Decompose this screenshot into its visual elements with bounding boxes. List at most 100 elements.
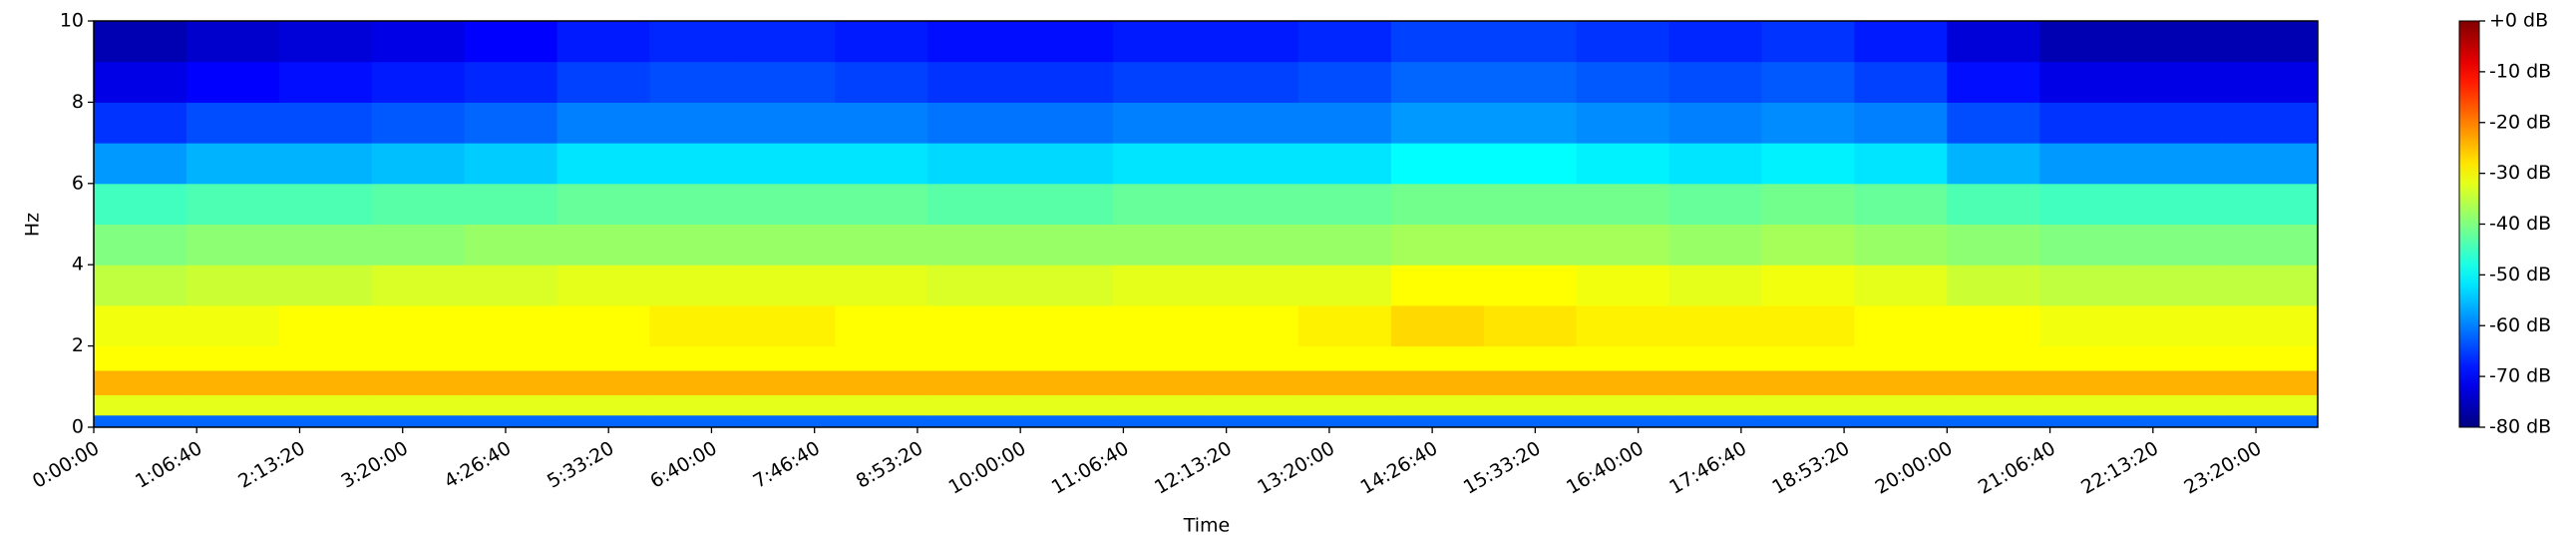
spectrogram-cell [464, 102, 558, 144]
spectrogram-cell [1854, 265, 1948, 306]
spectrogram-cell [2039, 345, 2133, 371]
spectrogram-cell [2132, 414, 2226, 428]
colorbar-tick-label: -30 dB [2489, 162, 2551, 184]
spectrogram-cell [835, 143, 928, 185]
spectrogram-cell [2225, 265, 2319, 306]
spectrogram-cell [556, 102, 650, 144]
y-tick-label: 6 [72, 172, 84, 194]
x-tick-label: 7:46:40 [749, 437, 823, 493]
spectrogram-cell [2039, 414, 2133, 428]
spectrogram-cell [742, 370, 836, 395]
spectrogram-cell [1113, 394, 1207, 416]
spectrogram-cell [371, 183, 466, 225]
spectrogram-cell [2039, 143, 2133, 185]
x-tick-label: 22:13:20 [2077, 437, 2162, 499]
spectrogram-cell [94, 414, 187, 428]
spectrogram-cell [94, 304, 187, 347]
spectrogram-cell [1390, 143, 1485, 185]
colorbar-tick-label: -70 dB [2489, 365, 2551, 387]
spectrogram-cell [1576, 102, 1670, 144]
y-tick-label: 4 [72, 254, 84, 276]
spectrogram-cell [278, 224, 373, 266]
spectrogram-cell [1854, 61, 1948, 103]
spectrogram-cell [1947, 304, 2040, 347]
spectrogram-cell [1668, 61, 1762, 103]
colorbar-tick-label: -20 dB [2489, 111, 2551, 133]
spectrogram-cell [185, 414, 280, 428]
spectrogram-cell [1297, 414, 1392, 428]
x-tick-label: 23:20:00 [2180, 437, 2265, 499]
y-tick-label: 2 [72, 334, 84, 356]
spectrogram-cell [1761, 143, 1855, 185]
spectrogram-cell [94, 21, 187, 63]
spectrogram-cell [1483, 304, 1578, 347]
spectrogram-cell [835, 61, 928, 103]
spectrogram-cell [1668, 224, 1762, 266]
spectrogram-cell [1206, 394, 1299, 416]
spectrogram-cell [1576, 21, 1670, 63]
spectrogram-cell [1483, 102, 1578, 144]
spectrogram-cell [1668, 304, 1762, 347]
y-tick-label: 8 [72, 91, 84, 113]
spectrogram-cell [1390, 370, 1485, 395]
spectrogram-cell [185, 61, 280, 103]
spectrogram-cell [2225, 394, 2319, 416]
spectrogram-cell [1020, 414, 1114, 428]
spectrogram-cell [1390, 345, 1485, 371]
x-tick-label: 18:53:20 [1768, 437, 1853, 499]
spectrogram-cell [1576, 61, 1670, 103]
spectrogram-cell [1390, 265, 1485, 306]
spectrogram-cell [185, 370, 280, 395]
spectrogram-cell [2039, 21, 2133, 63]
spectrogram-cell [927, 345, 1021, 371]
spectrogram-cell [94, 370, 187, 395]
spectrogram-cell [278, 394, 373, 416]
spectrogram-cell [1390, 394, 1485, 416]
spectrogram-cell [1206, 224, 1299, 266]
spectrogram-cell [742, 183, 836, 225]
spectrogram-cell [927, 21, 1021, 63]
spectrogram-cell [2225, 61, 2319, 103]
spectrogram-cell [2132, 224, 2226, 266]
spectrogram-cell [371, 102, 466, 144]
x-tick-label: 21:06:40 [1975, 437, 2059, 499]
spectrogram-cell [1390, 61, 1485, 103]
x-tick-label: 16:40:00 [1563, 437, 1648, 499]
spectrogram-cell [742, 102, 836, 144]
spectrogram-cell [1113, 265, 1207, 306]
spectrogram-cell [1854, 143, 1948, 185]
spectrogram-cell [1113, 370, 1207, 395]
spectrogram-cell [464, 183, 558, 225]
spectrogram-cell [94, 265, 187, 306]
spectrogram-cell [1297, 265, 1392, 306]
spectrogram-cell [185, 21, 280, 63]
x-tick-label: 4:26:40 [441, 437, 515, 493]
spectrogram-cell [464, 21, 558, 63]
spectrogram-cell [278, 370, 373, 395]
spectrogram-cell [927, 102, 1021, 144]
spectrogram-cell [2132, 183, 2226, 225]
spectrogram-cell [1297, 143, 1392, 185]
spectrogram-cell [927, 183, 1021, 225]
spectrogram-cell [1854, 102, 1948, 144]
spectrogram-cell [1854, 21, 1948, 63]
spectrogram-cell [371, 143, 466, 185]
spectrogram-cell [649, 345, 743, 371]
spectrogram-cell [1761, 183, 1855, 225]
spectrogram-cell [2132, 143, 2226, 185]
spectrogram-cell [835, 183, 928, 225]
spectrogram-cell [556, 345, 650, 371]
x-tick-label: 13:20:00 [1254, 437, 1338, 499]
spectrogram-cell [742, 394, 836, 416]
spectrogram-cell [1854, 304, 1948, 347]
spectrogram-cell [2225, 183, 2319, 225]
spectrogram-cell [2225, 102, 2319, 144]
spectrogram-cell [1576, 143, 1670, 185]
spectrogram-cell [927, 224, 1021, 266]
spectrogram-cell [94, 143, 187, 185]
spectrogram-cell [94, 61, 187, 103]
spectrogram-cell [464, 224, 558, 266]
colorbar-tick-label: -50 dB [2489, 264, 2551, 285]
spectrogram-cell [464, 265, 558, 306]
